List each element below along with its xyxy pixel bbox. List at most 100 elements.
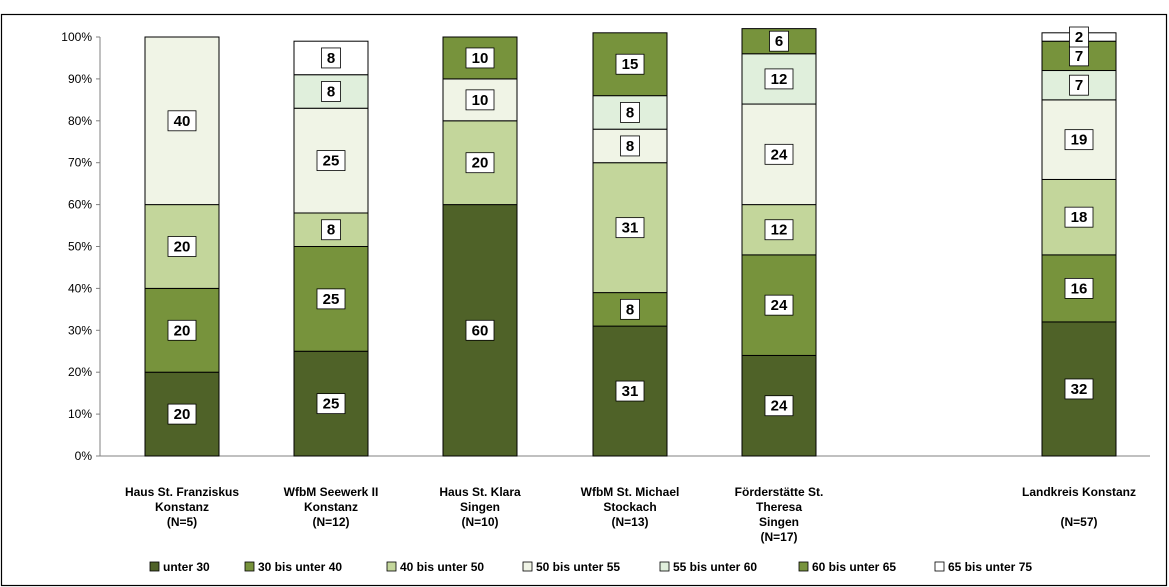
data-label-box xyxy=(167,110,197,132)
data-label: 8 xyxy=(626,104,634,121)
data-label-box xyxy=(764,294,794,316)
data-label-box xyxy=(167,403,197,425)
y-tick-label: 40% xyxy=(68,281,92,295)
data-label: 10 xyxy=(472,50,489,67)
data-label-box xyxy=(764,219,794,241)
y-tick-label: 10% xyxy=(68,407,92,421)
data-label: 25 xyxy=(323,291,340,308)
data-label: 6 xyxy=(775,33,783,50)
x-category-label: (N=10) xyxy=(461,515,498,529)
x-category-label: Haus St. Franziskus xyxy=(125,485,239,499)
data-label-box xyxy=(316,288,346,310)
data-label-box xyxy=(321,219,341,241)
data-label-box xyxy=(465,47,495,69)
data-label: 20 xyxy=(472,155,489,172)
data-label-box xyxy=(620,102,640,123)
data-label: 8 xyxy=(626,138,634,155)
data-label: 12 xyxy=(771,222,788,239)
data-label: 20 xyxy=(174,239,191,256)
data-label: 20 xyxy=(174,406,191,423)
data-label-box xyxy=(465,152,495,174)
data-label-box xyxy=(1069,26,1089,48)
y-tick-label: 30% xyxy=(68,323,92,337)
x-category-label: WfbM Seewerk II xyxy=(284,485,379,499)
legend-label: 55 bis unter 60 xyxy=(673,560,757,574)
data-label-box xyxy=(620,298,640,320)
legend-swatch xyxy=(149,561,160,572)
data-label: 25 xyxy=(323,153,340,170)
data-label: 32 xyxy=(1071,381,1088,398)
data-label: 10 xyxy=(472,92,489,109)
data-label-box xyxy=(764,395,794,417)
bar-segment xyxy=(442,36,518,80)
data-label: 2 xyxy=(1075,29,1083,46)
legend-swatch xyxy=(934,561,945,572)
data-label-box xyxy=(1064,277,1094,299)
legend-label: 40 bis unter 50 xyxy=(400,560,484,574)
data-label: 8 xyxy=(626,301,634,318)
x-category-label: WfbM St. Michael xyxy=(581,485,680,499)
data-label-box xyxy=(1064,378,1094,400)
data-label: 15 xyxy=(622,56,639,73)
y-tick-label: 90% xyxy=(68,72,92,86)
data-label-box xyxy=(321,81,341,102)
data-label: 40 xyxy=(174,113,191,130)
data-label: 31 xyxy=(622,383,639,400)
data-label: 7 xyxy=(1075,77,1083,94)
legend-swatch xyxy=(386,561,397,572)
data-label: 25 xyxy=(323,396,340,413)
y-tick-label: 0% xyxy=(75,449,93,463)
x-category-label: Förderstätte St. xyxy=(735,485,824,499)
data-label: 24 xyxy=(771,297,788,314)
x-category-label: Singen xyxy=(759,515,799,529)
data-label-box xyxy=(465,319,495,341)
data-label: 31 xyxy=(622,220,639,237)
legend-label: 30 bis unter 40 xyxy=(258,560,342,574)
y-tick-label: 100% xyxy=(61,30,92,44)
data-label-box xyxy=(769,30,789,52)
data-label: 12 xyxy=(771,71,788,88)
data-label: 8 xyxy=(327,222,335,239)
legend-label: 60 bis unter 65 xyxy=(812,560,896,574)
data-label: 16 xyxy=(1071,280,1088,297)
data-label-box xyxy=(167,319,197,341)
data-label: 18 xyxy=(1071,209,1088,226)
data-label: 60 xyxy=(472,322,489,339)
data-label-box xyxy=(321,47,341,69)
legend-label: unter 30 xyxy=(163,560,210,574)
legend-swatch xyxy=(798,561,809,572)
x-category-label: Theresa xyxy=(756,500,802,514)
data-label-box xyxy=(620,135,640,157)
y-tick-label: 70% xyxy=(68,156,92,170)
y-tick-label: 20% xyxy=(68,365,92,379)
data-label: 8 xyxy=(327,50,335,67)
data-label: 8 xyxy=(327,83,335,100)
data-label-box xyxy=(615,380,645,402)
data-label: 7 xyxy=(1075,48,1083,65)
legend-swatch xyxy=(244,561,255,572)
x-category-label: Konstanz xyxy=(155,500,209,514)
x-category-label: (N=17) xyxy=(760,530,797,544)
chart-border xyxy=(0,13,1168,587)
data-label: 24 xyxy=(771,398,788,415)
y-tick-label: 60% xyxy=(68,198,92,212)
x-category-label: (N=57) xyxy=(1060,515,1097,529)
data-label: 19 xyxy=(1071,132,1088,149)
data-label: 20 xyxy=(174,322,191,339)
x-category-label: Stockach xyxy=(603,500,656,514)
data-label-box xyxy=(615,53,645,75)
data-label-box xyxy=(764,68,794,90)
data-label: 24 xyxy=(771,146,788,163)
x-category-label: Singen xyxy=(460,500,500,514)
x-category-label: Haus St. Klara xyxy=(439,485,521,499)
data-label-box xyxy=(764,143,794,165)
x-category-label: (N=5) xyxy=(167,515,197,529)
data-label-box xyxy=(1064,206,1094,228)
legend-swatch xyxy=(522,561,533,572)
x-category-label: (N=13) xyxy=(611,515,648,529)
legend-label: 65 bis unter 75 xyxy=(948,560,1032,574)
legend-label: 50 bis unter 55 xyxy=(536,560,620,574)
data-label-box xyxy=(1064,129,1094,151)
y-tick-label: 80% xyxy=(68,114,92,128)
